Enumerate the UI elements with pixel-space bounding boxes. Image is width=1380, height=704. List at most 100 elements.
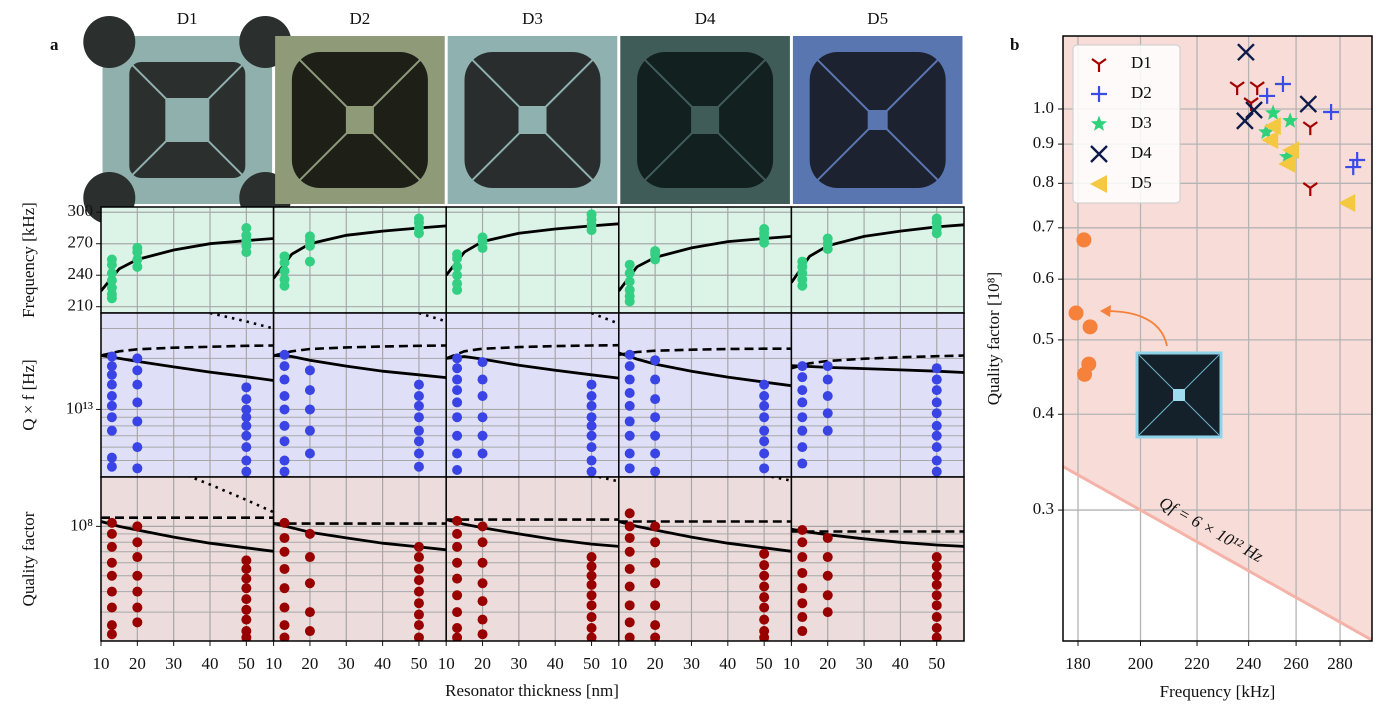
tether-gap — [876, 119, 944, 186]
data-point — [106, 268, 117, 279]
y-tick-label: 0.5 — [1033, 329, 1054, 348]
data-point — [132, 416, 143, 427]
model-curve-dashed — [791, 354, 965, 370]
center-pad — [345, 106, 374, 134]
data-point — [279, 620, 290, 631]
data-point — [624, 448, 635, 459]
marker — [1263, 117, 1281, 136]
data-point — [413, 425, 424, 436]
data-point — [132, 397, 143, 408]
data-point — [304, 626, 315, 637]
data-point — [759, 548, 770, 559]
data-point — [452, 528, 463, 539]
marker — [1091, 86, 1107, 102]
data-point — [279, 546, 290, 557]
marker — [1091, 58, 1107, 72]
data-point — [413, 461, 424, 472]
data-point — [452, 412, 463, 423]
data-point — [452, 464, 463, 475]
y-axis-label: Frequency [kHz] — [19, 202, 38, 318]
center-pad — [165, 98, 210, 142]
marker — [1259, 87, 1276, 104]
data-point — [797, 458, 808, 469]
data-point — [279, 602, 290, 613]
data-point — [452, 261, 463, 272]
data-point — [106, 541, 117, 552]
data-point — [106, 620, 117, 631]
data-point — [624, 546, 635, 557]
plot-area — [273, 313, 447, 477]
data-point — [413, 632, 424, 641]
data-point — [452, 397, 463, 408]
data-point — [106, 369, 117, 380]
data-point — [132, 261, 143, 272]
data-point — [586, 632, 597, 641]
data-point — [106, 361, 117, 372]
marker — [1090, 175, 1107, 193]
inset-tether — [1138, 354, 1180, 396]
data-point — [931, 612, 942, 623]
data-point — [931, 408, 942, 419]
y-tick-label: 300 — [68, 201, 94, 220]
model-curve-dotted — [591, 313, 619, 325]
data-point — [797, 552, 808, 563]
data-point — [822, 590, 833, 601]
plot-frame — [1062, 35, 1373, 642]
data-point — [452, 632, 463, 641]
data-point — [304, 528, 315, 539]
data-point — [452, 430, 463, 441]
marker — [1323, 104, 1340, 121]
data-point — [132, 552, 143, 563]
data-point — [822, 408, 833, 419]
data-point — [477, 521, 488, 532]
data-point — [931, 430, 942, 441]
data-point — [650, 466, 661, 477]
x-tick-label: 20 — [301, 654, 318, 673]
data-point — [413, 575, 424, 586]
marker — [1274, 75, 1291, 92]
x-tick-label: 220 — [1184, 654, 1210, 673]
data-point — [586, 442, 597, 453]
data-point — [106, 254, 117, 265]
data-point — [132, 617, 143, 628]
column-title: D3 — [522, 9, 543, 28]
data-point — [241, 466, 252, 477]
data-point — [759, 602, 770, 613]
data-point — [452, 448, 463, 459]
data-point — [759, 570, 770, 581]
y-tick-label: 10¹³ — [66, 398, 93, 417]
data-point — [241, 614, 252, 625]
x-tick-label: 20 — [819, 654, 836, 673]
data-point — [931, 579, 942, 590]
data-point — [279, 361, 290, 372]
marker — [1349, 152, 1366, 169]
data-point — [106, 400, 117, 411]
data-point — [586, 561, 597, 572]
panel-frame — [790, 476, 965, 642]
data-point — [797, 425, 808, 436]
data-point — [279, 274, 290, 285]
x-axis-label: Resonator thickness [nm] — [445, 681, 619, 700]
data-point — [586, 590, 597, 601]
x-tick-label: 50 — [238, 654, 255, 673]
data-point — [797, 598, 808, 609]
tether-gap — [812, 54, 879, 121]
data-point — [106, 586, 117, 597]
plot-area — [101, 477, 274, 641]
x-tick-label: 40 — [202, 654, 219, 673]
data-point — [624, 276, 635, 287]
x-tick-label: 20 — [474, 654, 491, 673]
data-point — [279, 436, 290, 447]
data-point — [931, 632, 942, 641]
y-axis-label: Q × f [Hz] — [19, 359, 38, 430]
data-point — [106, 570, 117, 581]
data-point — [586, 552, 597, 563]
data-point — [279, 374, 290, 385]
data-point — [931, 561, 942, 572]
plot-area — [618, 347, 792, 477]
data-point — [279, 466, 290, 477]
x-tick-label: 280 — [1327, 654, 1353, 673]
data-point — [822, 552, 833, 563]
data-point — [931, 466, 942, 477]
data-point — [822, 607, 833, 618]
